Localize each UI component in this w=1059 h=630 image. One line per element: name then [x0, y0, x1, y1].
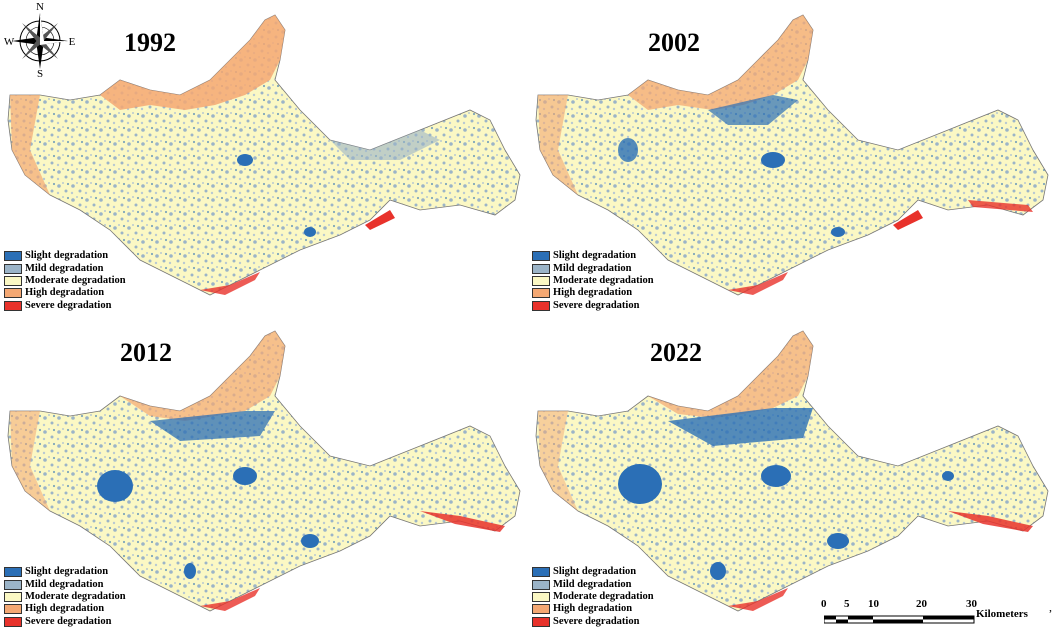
north-arrow-compass: N S W E: [4, 0, 76, 80]
legend-swatch: [532, 616, 550, 627]
legend-swatch: [532, 579, 550, 590]
legend-swatch: [4, 288, 22, 299]
legend-item-severe: Severe degradation: [532, 616, 654, 628]
region-map-1992: [7, 14, 521, 296]
legend-swatch: [532, 567, 550, 578]
region-map-2012: [7, 330, 521, 612]
legend-item-slight: Slight degradation: [532, 566, 654, 578]
legend-swatch: [4, 251, 22, 262]
scale-bar: 0 5 10 20 30 Kilometers: [818, 598, 1058, 628]
legend-swatch: [532, 276, 550, 287]
year-label: 2022: [650, 338, 702, 367]
legend-item-slight: Slight degradation: [4, 566, 126, 578]
legend-item-high: High degradation: [532, 603, 654, 615]
legend-item-severe: Severe degradation: [4, 616, 126, 628]
legend-item-slight: Slight degradation: [4, 250, 126, 262]
legend-swatch: [532, 288, 550, 299]
legend-item-severe: Severe degradation: [532, 300, 654, 312]
legend-item-mild: Mild degradation: [4, 578, 126, 590]
legend-item-mild: Mild degradation: [532, 262, 654, 274]
compass-w: W: [4, 36, 15, 48]
scale-bar-graphic: [824, 615, 975, 624]
compass-e: E: [69, 36, 76, 48]
legend: Slight degradation Mild degradation Mode…: [4, 566, 126, 628]
legend: Slight degradation Mild degradation Mode…: [532, 566, 654, 628]
legend-item-moderate: Moderate degradation: [532, 275, 654, 287]
legend-swatch: [4, 616, 22, 627]
compass-s: S: [37, 68, 43, 78]
map-panel-1992: 1992 Slight degradation Mild degradation…: [0, 0, 526, 312]
legend-swatch: [532, 592, 550, 603]
region-map-2022: [535, 330, 1049, 612]
stray-comma: ,: [1049, 600, 1052, 614]
scale-unit: Kilometers: [976, 608, 1028, 620]
legend: Slight degradation Mild degradation Mode…: [532, 250, 654, 312]
year-label: 2012: [120, 338, 172, 367]
year-label: 2002: [648, 28, 700, 57]
legend-item-mild: Mild degradation: [532, 578, 654, 590]
legend-swatch: [4, 300, 22, 311]
legend-item-moderate: Moderate degradation: [532, 591, 654, 603]
region-map-2002: [535, 14, 1049, 296]
compass-rose-icon: N S W E: [4, 1, 76, 80]
legend: Slight degradation Mild degradation Mode…: [4, 250, 126, 312]
year-label: 1992: [124, 28, 176, 57]
map-panel-2012: 2012 Slight degradation Mild degradation…: [0, 316, 526, 628]
legend-item-severe: Severe degradation: [4, 300, 126, 312]
compass-n: N: [36, 1, 44, 13]
map-panel-2002: 2002 Slight degradation Mild degradation…: [528, 0, 1054, 312]
legend-swatch: [532, 300, 550, 311]
scale-tick-30: 30: [966, 598, 977, 610]
legend-swatch: [4, 567, 22, 578]
scale-tick-10: 10: [868, 598, 879, 610]
legend-swatch: [532, 263, 550, 274]
legend-item-mild: Mild degradation: [4, 262, 126, 274]
legend-item-high: High degradation: [4, 603, 126, 615]
legend-item-high: High degradation: [4, 287, 126, 299]
legend-item-high: High degradation: [532, 287, 654, 299]
legend-swatch: [532, 251, 550, 262]
legend-item-slight: Slight degradation: [532, 250, 654, 262]
legend-swatch: [4, 604, 22, 615]
legend-item-moderate: Moderate degradation: [4, 591, 126, 603]
scale-tick-0: 0: [821, 598, 827, 610]
legend-item-moderate: Moderate degradation: [4, 275, 126, 287]
legend-swatch: [532, 604, 550, 615]
legend-swatch: [4, 276, 22, 287]
legend-swatch: [4, 263, 22, 274]
scale-tick-5: 5: [844, 598, 850, 610]
legend-swatch: [4, 579, 22, 590]
map-panel-2022: 2022 Slight degradation Mild degradation…: [528, 316, 1054, 628]
legend-swatch: [4, 592, 22, 603]
scale-tick-20: 20: [916, 598, 927, 610]
